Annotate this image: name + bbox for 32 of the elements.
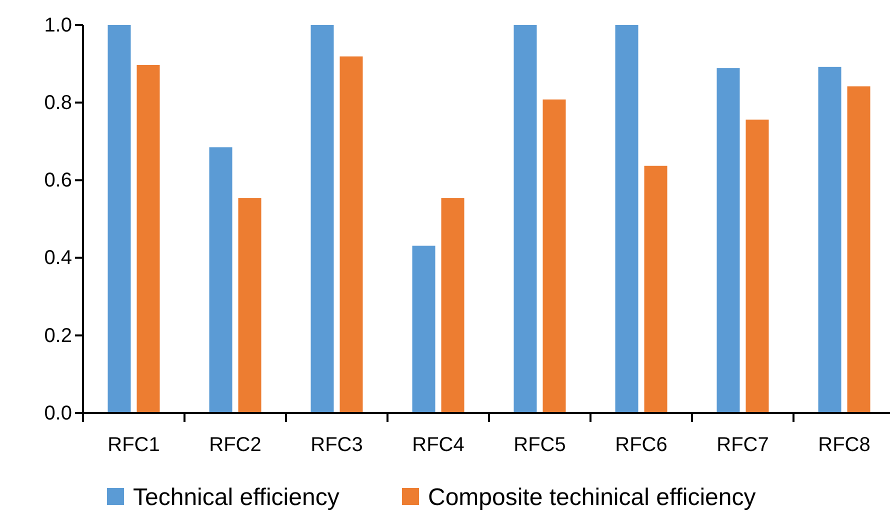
x-tick-label: RFC1: [108, 434, 160, 456]
bar: [514, 25, 537, 413]
x-tick-label: RFC7: [716, 434, 769, 456]
bar: [644, 166, 668, 413]
y-tick-label: 0.6: [44, 170, 72, 192]
y-tick-label: 0.0: [44, 402, 72, 424]
bar: [108, 25, 131, 413]
legend-label: Technical efficiency: [133, 484, 340, 511]
bar: [716, 68, 740, 413]
bar: [209, 147, 232, 413]
x-tick-label: RFC5: [514, 434, 566, 456]
y-tick-label: 0.8: [44, 92, 72, 114]
bar: [238, 198, 262, 413]
x-tick-label: RFC4: [412, 434, 464, 456]
bar: [340, 56, 363, 413]
bar: [412, 246, 436, 413]
x-tick-label: RFC8: [818, 434, 870, 456]
bar: [818, 66, 842, 413]
x-tick-label: RFC3: [310, 434, 363, 456]
legend-label: Composite techinical efficiency: [428, 484, 756, 511]
y-tick-label: 0.2: [44, 324, 72, 347]
bar: [136, 64, 160, 413]
bar: [615, 25, 638, 413]
bar: [542, 99, 566, 413]
y-tick-label: 0.4: [44, 247, 72, 270]
x-tick-label: RFC2: [209, 434, 262, 456]
bar: [847, 86, 870, 413]
bar: [310, 25, 334, 413]
bar: [746, 120, 769, 413]
y-tick-label: 1.0: [44, 14, 72, 36]
bar: [441, 198, 464, 413]
x-tick-label: RFC6: [615, 434, 668, 456]
